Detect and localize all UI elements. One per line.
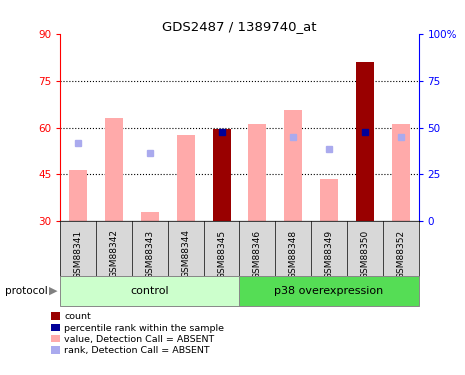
Bar: [392, 124, 410, 221]
Text: GSM88345: GSM88345: [217, 230, 226, 279]
Text: GSM88346: GSM88346: [253, 230, 262, 279]
Text: p38 overexpression: p38 overexpression: [274, 286, 384, 296]
Bar: [320, 179, 338, 221]
Bar: [177, 135, 195, 221]
Text: GSM88344: GSM88344: [181, 230, 190, 278]
Bar: [60, 276, 239, 306]
Bar: [213, 129, 231, 221]
Text: GSM88350: GSM88350: [360, 230, 369, 279]
Bar: [356, 62, 374, 221]
Text: GSM88352: GSM88352: [396, 230, 405, 279]
Bar: [141, 212, 159, 221]
Legend: count, percentile rank within the sample, value, Detection Call = ABSENT, rank, : count, percentile rank within the sample…: [51, 312, 225, 355]
Text: GSM88343: GSM88343: [146, 230, 154, 279]
Text: control: control: [131, 286, 169, 296]
Text: protocol: protocol: [5, 286, 47, 296]
Text: GSM88348: GSM88348: [289, 230, 298, 279]
Bar: [105, 118, 123, 221]
Bar: [239, 276, 418, 306]
Text: GSM88349: GSM88349: [325, 230, 333, 279]
Bar: [284, 110, 302, 221]
Text: GSM88342: GSM88342: [110, 230, 119, 278]
Title: GDS2487 / 1389740_at: GDS2487 / 1389740_at: [162, 20, 317, 33]
Bar: [69, 170, 87, 221]
Bar: [248, 124, 266, 221]
Text: ▶: ▶: [49, 286, 58, 296]
Text: GSM88341: GSM88341: [74, 230, 83, 279]
